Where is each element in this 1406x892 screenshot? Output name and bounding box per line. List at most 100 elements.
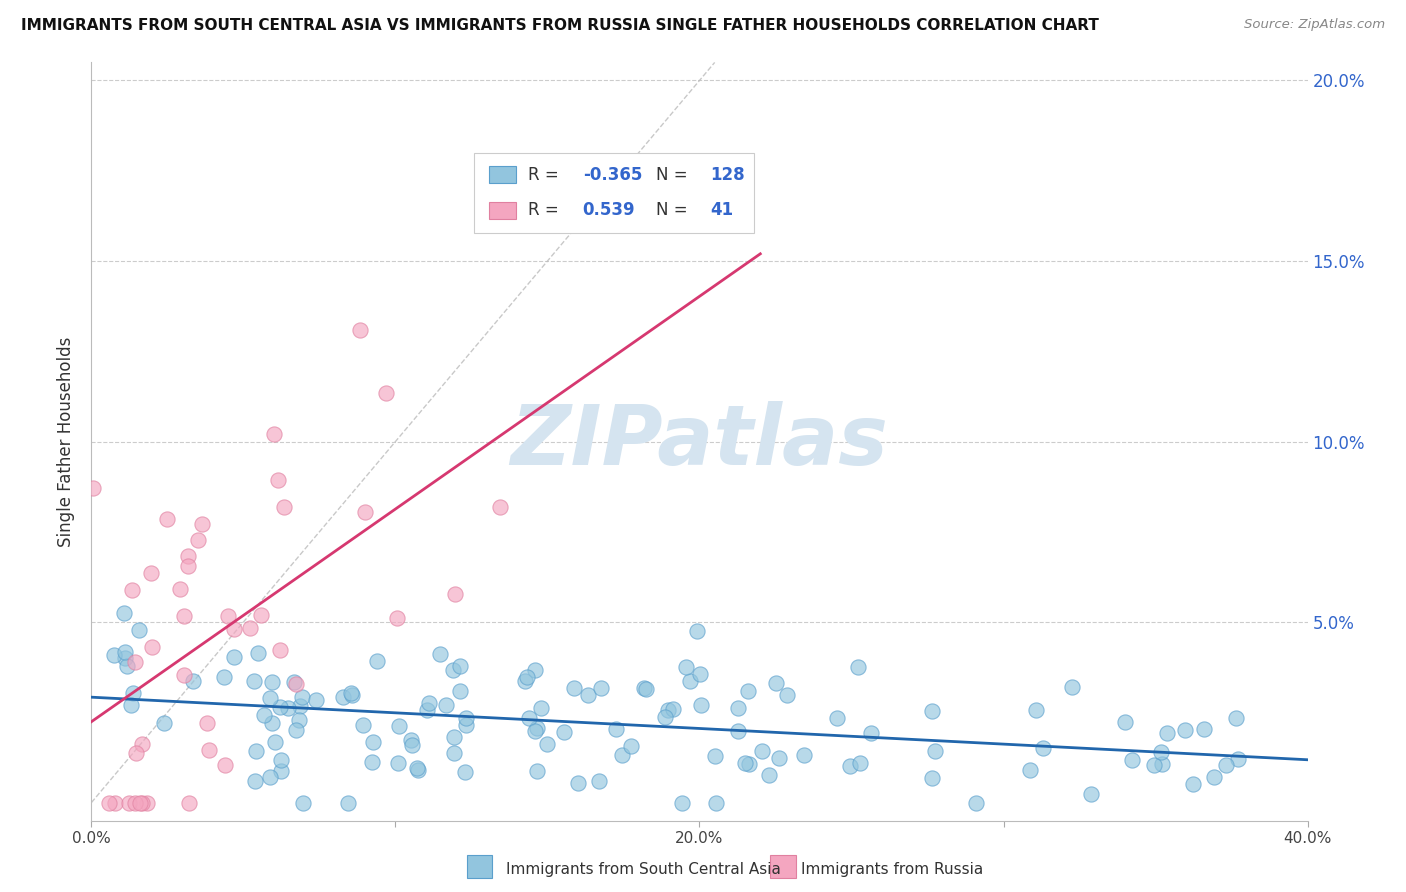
Point: [245, 773, 267, 788]
Point: [212, 670, 235, 684]
Bar: [467, 855, 492, 878]
Point: [399, 732, 422, 747]
Point: [654, 710, 676, 724]
Point: [441, 663, 464, 677]
Text: 128: 128: [710, 166, 745, 184]
Point: [114, 645, 136, 659]
Point: [122, 686, 145, 700]
Point: [173, 608, 195, 623]
Point: [250, 607, 273, 622]
Point: [305, 693, 328, 707]
Point: [270, 764, 292, 778]
Point: [285, 723, 308, 738]
Point: [1060, 680, 1083, 694]
Point: [245, 744, 267, 758]
Point: [825, 710, 848, 724]
Text: R =: R =: [529, 202, 564, 219]
Point: [454, 765, 477, 780]
Point: [516, 669, 538, 683]
Point: [387, 756, 409, 770]
Point: [153, 715, 176, 730]
Point: [418, 697, 440, 711]
Point: [288, 699, 311, 714]
Point: [588, 774, 610, 789]
Point: [605, 723, 627, 737]
Point: [704, 748, 727, 763]
Point: [405, 761, 427, 775]
Point: [846, 660, 869, 674]
Point: [704, 796, 727, 810]
Point: [454, 718, 477, 732]
Point: [360, 755, 382, 769]
Point: [727, 701, 749, 715]
Point: [112, 607, 135, 621]
Point: [222, 622, 245, 636]
Point: [366, 654, 388, 668]
Point: [675, 660, 697, 674]
Point: [262, 674, 284, 689]
Point: [242, 673, 264, 688]
Point: [1156, 726, 1178, 740]
Text: Immigrants from South Central Asia: Immigrants from South Central Asia: [506, 863, 782, 877]
Point: [388, 719, 411, 733]
Point: [361, 735, 384, 749]
Point: [523, 663, 546, 677]
Text: R =: R =: [529, 166, 564, 184]
Point: [965, 796, 987, 810]
Point: [634, 681, 657, 696]
Point: [246, 646, 269, 660]
Text: ZIPatlas: ZIPatlas: [510, 401, 889, 482]
Point: [124, 655, 146, 669]
Point: [1143, 758, 1166, 772]
Point: [1225, 711, 1247, 725]
Point: [839, 758, 862, 772]
Point: [177, 549, 200, 563]
Point: [610, 748, 633, 763]
Point: [689, 666, 711, 681]
Point: [671, 796, 693, 810]
Point: [1114, 715, 1136, 730]
Point: [519, 711, 541, 725]
Point: [751, 744, 773, 758]
Point: [104, 796, 127, 810]
Point: [429, 647, 451, 661]
Point: [385, 610, 408, 624]
Point: [567, 775, 589, 789]
Point: [434, 698, 457, 712]
Point: [1174, 723, 1197, 737]
Point: [179, 796, 201, 810]
Point: [1019, 763, 1042, 777]
Point: [734, 756, 756, 771]
Point: [848, 756, 870, 770]
Point: [187, 533, 209, 548]
Point: [553, 725, 575, 739]
Point: [97, 796, 120, 810]
Point: [633, 681, 655, 695]
Point: [332, 690, 354, 705]
Point: [131, 737, 153, 751]
Point: [191, 516, 214, 531]
Point: [339, 686, 361, 700]
Point: [1080, 787, 1102, 801]
Point: [921, 705, 943, 719]
Point: [1192, 722, 1215, 736]
Text: N =: N =: [655, 166, 693, 184]
FancyBboxPatch shape: [489, 166, 516, 183]
Point: [128, 623, 150, 637]
Point: [269, 700, 291, 714]
Point: [136, 796, 159, 810]
Point: [1226, 752, 1249, 766]
FancyBboxPatch shape: [489, 202, 516, 219]
Point: [277, 701, 299, 715]
Point: [1025, 703, 1047, 717]
Point: [454, 711, 477, 725]
Point: [288, 713, 311, 727]
Point: [337, 796, 360, 810]
Point: [768, 751, 790, 765]
Point: [177, 558, 200, 573]
Point: [443, 746, 465, 760]
Point: [270, 753, 292, 767]
Bar: [770, 855, 796, 878]
Point: [689, 698, 711, 713]
Point: [139, 566, 162, 580]
